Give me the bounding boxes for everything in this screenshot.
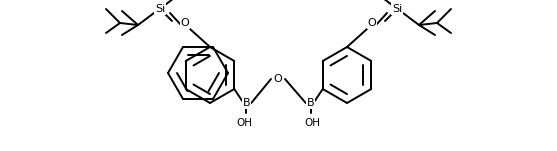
Text: OH: OH — [305, 118, 321, 128]
Text: Si: Si — [392, 4, 402, 14]
Text: O: O — [273, 74, 282, 84]
Text: B: B — [242, 98, 250, 108]
Text: Si: Si — [155, 4, 165, 14]
Text: O: O — [180, 18, 189, 28]
Text: O: O — [368, 18, 377, 28]
Text: OH: OH — [236, 118, 252, 128]
Text: B: B — [307, 98, 315, 108]
